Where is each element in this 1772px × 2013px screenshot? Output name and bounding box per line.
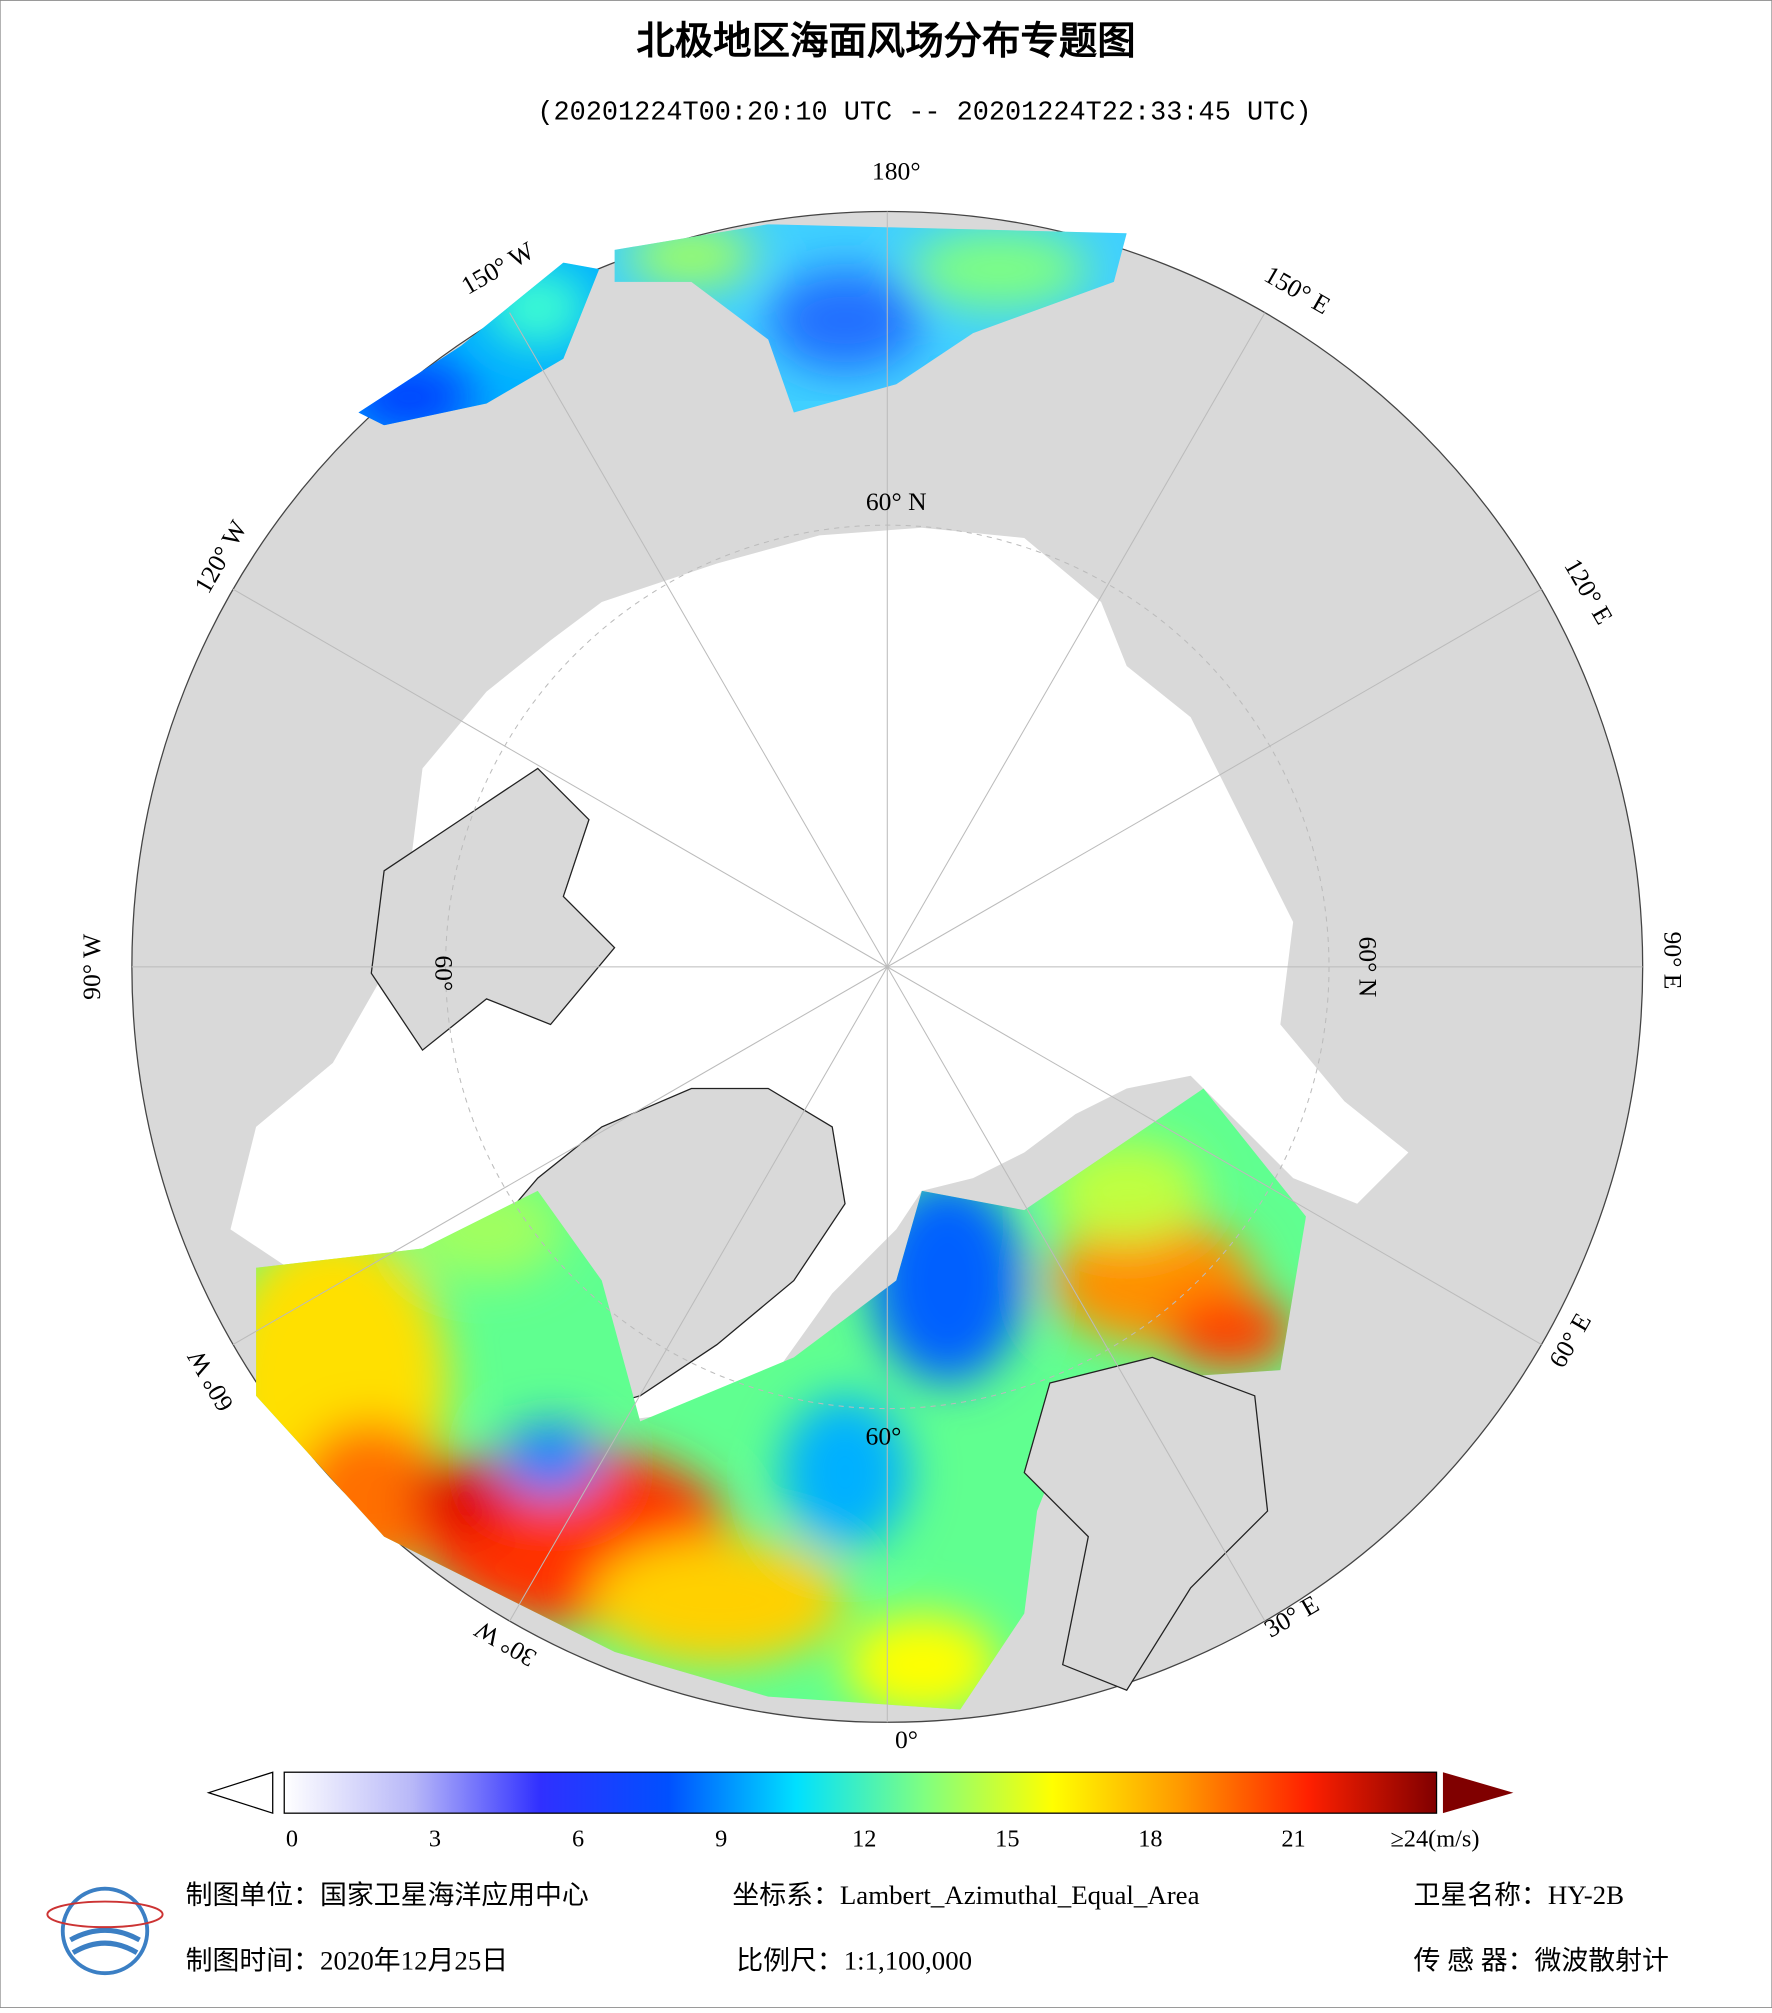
colorbar-over bbox=[1442, 1772, 1514, 1814]
colorbar-tick-label: 9 bbox=[715, 1825, 727, 1852]
footer-unit: 制图单位：国家卫星海洋应用中心 bbox=[186, 1880, 589, 1910]
lon-label: 90° W bbox=[77, 933, 106, 1000]
colorbar-tick-label: 12 bbox=[852, 1825, 876, 1852]
colorbar-bar bbox=[283, 1771, 1438, 1814]
lat-label: 60° N bbox=[1354, 937, 1383, 998]
scandinavia bbox=[1023, 1356, 1269, 1692]
lon-label: 0° bbox=[895, 1725, 918, 1754]
colorbar-tick-label: 6 bbox=[572, 1825, 584, 1852]
subtitle: (20201224T00:20:10 UTC -- 20201224T22:33… bbox=[537, 98, 1311, 128]
title: 北极地区海面风场分布专题图 bbox=[636, 20, 1135, 63]
footer-satellite: 卫星名称：HY-2B bbox=[1414, 1880, 1625, 1910]
lat-label: 60° N bbox=[866, 487, 927, 516]
lat-label: 60° bbox=[866, 1421, 902, 1450]
colorbar-under bbox=[206, 1771, 274, 1815]
lat-label: 60° bbox=[429, 955, 458, 991]
logo bbox=[46, 1886, 164, 1976]
colorbar-tick-label: 3 bbox=[429, 1825, 441, 1852]
colorbar-tick-label: 0 bbox=[286, 1825, 298, 1852]
lon-label: 180° bbox=[872, 156, 921, 185]
colorbar-tick-label: ≥24(m/s) bbox=[1390, 1825, 1479, 1852]
footer-sensor: 传 感 器：微波散射计 bbox=[1414, 1945, 1669, 1975]
footer-date: 制图时间：2020年12月25日 bbox=[186, 1945, 509, 1975]
colorbar: 0 3 6 9 12 15 18 21 ≥24(m/s) bbox=[206, 1771, 1514, 1852]
footer-crs: 坐标系：Lambert_Azimuthal_Equal_Area bbox=[732, 1880, 1199, 1910]
colorbar-tick-label: 15 bbox=[995, 1825, 1019, 1852]
arctic-archipelago bbox=[370, 767, 616, 1052]
colorbar-tick-label: 18 bbox=[1138, 1825, 1162, 1852]
footer-scale: 比例尺：1:1,100,000 bbox=[736, 1945, 972, 1975]
graticule bbox=[131, 211, 1643, 1723]
lon-label: 90° E bbox=[1658, 932, 1687, 990]
colorbar-tick-label: 21 bbox=[1281, 1825, 1305, 1852]
